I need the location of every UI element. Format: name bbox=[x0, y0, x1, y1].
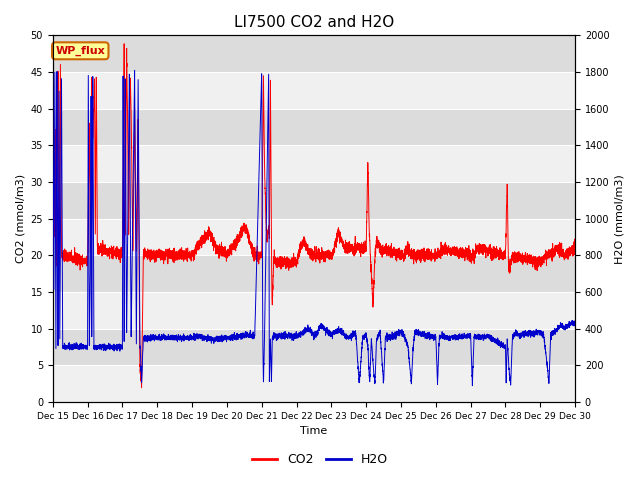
Title: LI7500 CO2 and H2O: LI7500 CO2 and H2O bbox=[234, 15, 394, 30]
X-axis label: Time: Time bbox=[300, 426, 328, 436]
Text: WP_flux: WP_flux bbox=[56, 46, 105, 56]
Bar bbox=[52, 292, 575, 329]
Bar bbox=[52, 182, 575, 218]
Bar bbox=[52, 72, 575, 108]
Bar bbox=[52, 36, 575, 72]
Y-axis label: CO2 (mmol/m3): CO2 (mmol/m3) bbox=[15, 174, 25, 263]
Bar bbox=[52, 365, 575, 402]
Legend: CO2, H2O: CO2, H2O bbox=[247, 448, 393, 471]
Bar bbox=[52, 255, 575, 292]
Bar bbox=[52, 218, 575, 255]
Y-axis label: H2O (mmol/m3): H2O (mmol/m3) bbox=[615, 174, 625, 264]
Bar bbox=[52, 108, 575, 145]
Bar bbox=[52, 145, 575, 182]
Bar bbox=[52, 329, 575, 365]
